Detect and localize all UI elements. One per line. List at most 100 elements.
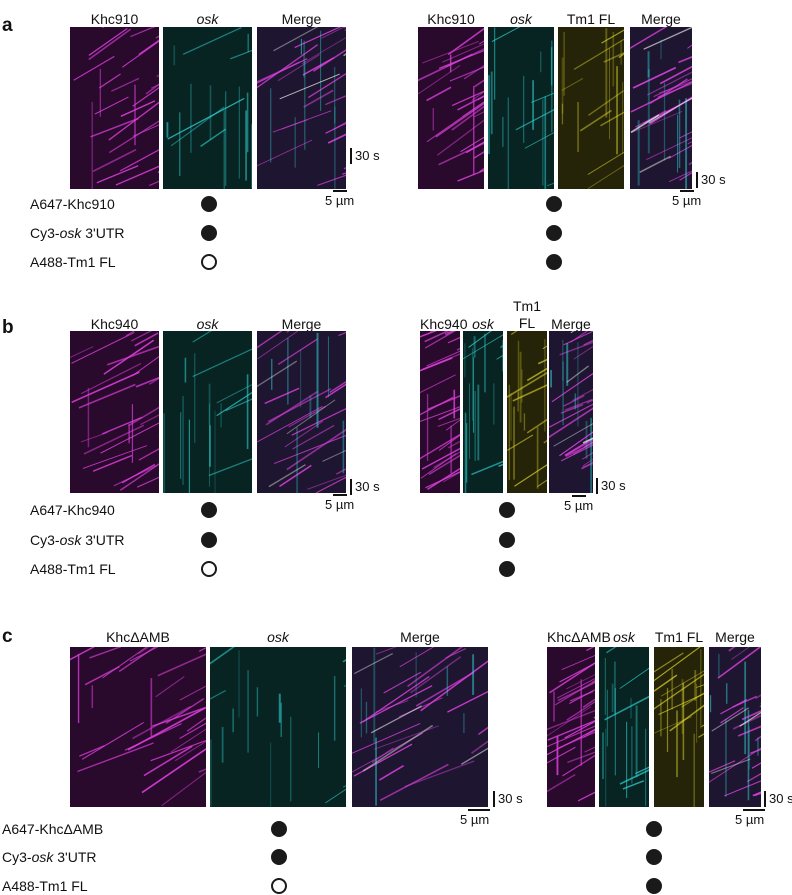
kymograph-tm1 (507, 331, 547, 493)
channel-header: KhcΔAMB (547, 629, 611, 645)
panel-label: b (2, 317, 14, 338)
kymograph-osk (210, 647, 346, 807)
condition-label: A488-Tm1 FL (30, 254, 116, 270)
condition-label: A488-Tm1 FL (2, 878, 88, 894)
channel-header: Khc940 (420, 316, 468, 332)
channel-header: Khc910 (427, 11, 475, 27)
channel-header: Tm1 FL (654, 629, 704, 645)
length-scale-bar (333, 494, 347, 496)
channel-header: Merge (400, 629, 440, 645)
kymograph-image (558, 27, 624, 189)
channel-header: Merge (551, 316, 591, 332)
open-circle-marker (201, 561, 217, 577)
kymograph-merge (257, 331, 346, 493)
kymograph-image (630, 27, 692, 189)
kymograph-tm1 (558, 27, 624, 189)
channel-header: Khc940 (90, 316, 139, 332)
filled-circle-marker (271, 849, 287, 865)
channel-header: Merge (641, 11, 681, 27)
length-scale-label: 5 µm (672, 193, 702, 208)
filled-circle-marker (201, 532, 217, 548)
panel-label: c (2, 626, 13, 647)
channel-header: Merge (281, 11, 322, 27)
kymograph-image (257, 27, 346, 189)
label-part: A647-Khc910 (30, 196, 115, 212)
kymograph-image (210, 647, 346, 807)
label-part: 3'UTR (53, 849, 97, 865)
filled-circle-marker (201, 196, 217, 212)
time-scale-bar (350, 479, 352, 495)
kymograph-merge (709, 647, 761, 807)
kymograph-image (163, 27, 252, 189)
channel-header: osk (613, 629, 635, 645)
filled-circle-marker (646, 878, 662, 894)
kymograph-merge (630, 27, 692, 189)
kymograph-merge (257, 27, 346, 189)
label-part: A488-Tm1 FL (2, 878, 88, 894)
length-scale-label: 5 µm (460, 812, 490, 827)
label-part: A488-Tm1 FL (30, 561, 116, 577)
condition-label: Cy3-osk 3'UTR (30, 532, 124, 548)
label-part: 3'UTR (81, 532, 125, 548)
kymograph-image (257, 331, 346, 493)
channel-header: Khc910 (90, 11, 139, 27)
filled-circle-marker (546, 254, 562, 270)
kymograph-image (549, 331, 593, 493)
kymograph-image (70, 27, 159, 189)
filled-circle-marker (201, 502, 217, 518)
kymograph-image (599, 647, 649, 807)
length-scale-label: 5 µm (325, 497, 355, 512)
kymograph-osk (599, 647, 649, 807)
kymograph-image (709, 647, 761, 807)
channel-header: Tm1 FL (513, 298, 541, 331)
label-italic-part: osk (31, 849, 54, 865)
condition-label: A647-Khc940 (30, 502, 115, 518)
time-scale-bar (493, 791, 495, 807)
time-scale-bar (350, 148, 352, 164)
kymograph-image (352, 647, 488, 807)
time-scale-label: 30 s (355, 148, 380, 163)
kymograph-osk (463, 331, 503, 493)
filled-circle-marker (646, 821, 662, 837)
label-part: A647-KhcΔAMB (2, 821, 104, 837)
length-scale-bar (743, 809, 765, 811)
condition-label: A647-KhcΔAMB (2, 821, 103, 837)
label-italic-part: osk (59, 532, 82, 548)
channel-header: KhcΔAMB (106, 629, 170, 645)
filled-circle-marker (271, 821, 287, 837)
time-scale-label: 30 s (601, 478, 626, 493)
length-scale-bar (572, 495, 586, 497)
length-scale-label: 5 µm (325, 193, 355, 208)
label-part: Cy3- (30, 225, 60, 241)
kymograph-image (547, 647, 595, 807)
kymograph-image (163, 331, 252, 493)
kymograph-khc (70, 331, 159, 493)
kymograph-image (418, 27, 484, 189)
length-scale-bar (333, 190, 347, 192)
channel-header: Merge (715, 629, 755, 645)
filled-circle-marker (499, 502, 515, 518)
time-scale-label: 30 s (498, 791, 523, 806)
channel-header: osk (510, 11, 532, 27)
length-scale-bar (468, 809, 490, 811)
label-part: Cy3- (2, 849, 32, 865)
channel-header: osk (267, 629, 289, 645)
kymograph-image (463, 331, 503, 493)
length-scale-label: 5 µm (564, 498, 594, 513)
kymograph-osk (488, 27, 554, 189)
channel-header: Tm1 FL (566, 11, 616, 27)
kymograph-image (420, 331, 460, 493)
kymograph-tm1 (654, 647, 704, 807)
label-part: A647-Khc940 (30, 502, 115, 518)
kymograph-khc (547, 647, 595, 807)
time-scale-bar (764, 791, 766, 807)
condition-label: A488-Tm1 FL (30, 561, 116, 577)
filled-circle-marker (546, 225, 562, 241)
kymograph-image (488, 27, 554, 189)
label-part: 3'UTR (81, 225, 125, 241)
channel-header: osk (472, 316, 494, 332)
kymograph-khc (418, 27, 484, 189)
label-italic-part: osk (59, 225, 82, 241)
time-scale-label: 30 s (769, 791, 792, 806)
time-scale-label: 30 s (355, 479, 380, 494)
